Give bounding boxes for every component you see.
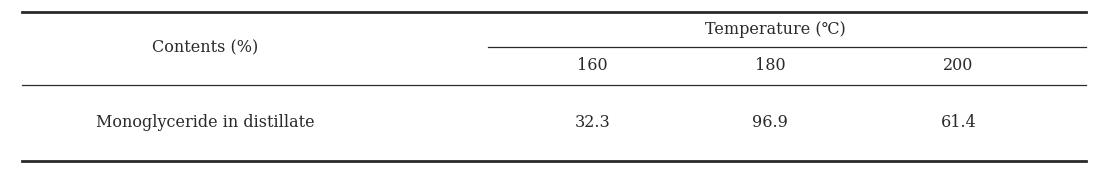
- Text: Temperature (℃): Temperature (℃): [705, 21, 847, 38]
- Text: 32.3: 32.3: [575, 114, 611, 131]
- Text: 200: 200: [943, 57, 974, 74]
- Text: Monoglyceride in distillate: Monoglyceride in distillate: [95, 114, 315, 131]
- Text: 180: 180: [755, 57, 786, 74]
- Text: 96.9: 96.9: [752, 114, 788, 131]
- Text: 61.4: 61.4: [941, 114, 976, 131]
- Text: 160: 160: [577, 57, 608, 74]
- Text: Contents (%): Contents (%): [152, 40, 258, 57]
